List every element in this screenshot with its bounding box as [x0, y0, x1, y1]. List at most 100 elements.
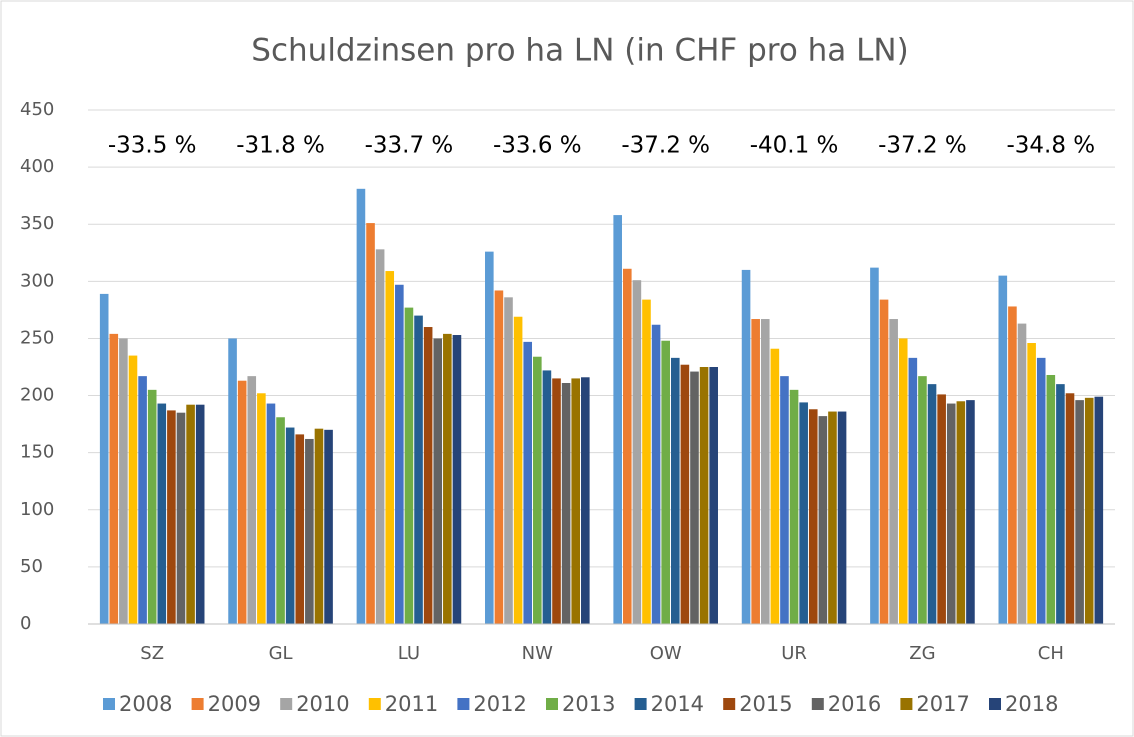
y-tick-label: 350: [20, 213, 54, 234]
bar: [818, 416, 828, 624]
bar: [542, 370, 552, 624]
bar: [879, 299, 889, 624]
bar: [1075, 400, 1084, 624]
bar: [99, 293, 109, 624]
bar: [927, 384, 937, 624]
legend-swatch: [989, 698, 1001, 710]
legend-label: 2015: [739, 692, 792, 716]
bar: [237, 380, 247, 624]
bar: [789, 389, 799, 624]
bar: [443, 333, 452, 624]
bar: [998, 275, 1008, 624]
bar: [485, 251, 494, 624]
legend-label: 2012: [473, 692, 526, 716]
bar: [613, 215, 622, 624]
bar: [956, 401, 966, 624]
legend-swatch: [900, 698, 913, 710]
legend-label: 2013: [562, 692, 615, 716]
bar: [1027, 343, 1036, 624]
legend-swatch: [546, 698, 558, 710]
bar: [908, 357, 918, 624]
y-tick-label: 0: [20, 613, 31, 634]
bar: [513, 316, 523, 624]
x-tick-label: ZG: [909, 643, 935, 664]
x-tick-label: OW: [650, 643, 682, 664]
y-tick-label: 250: [20, 327, 54, 348]
bar: [1017, 323, 1027, 624]
bar: [622, 268, 632, 624]
bar: [581, 377, 590, 624]
bar: [889, 319, 898, 624]
legend-swatch: [103, 698, 115, 710]
y-tick-label: 150: [20, 442, 54, 463]
annotation: -40.1 %: [750, 133, 839, 159]
legend-swatch: [634, 698, 647, 710]
bar: [1084, 397, 1094, 624]
bar: [395, 284, 404, 624]
annotation: -33.5 %: [108, 133, 197, 159]
bar: [690, 371, 699, 624]
bar: [414, 315, 423, 624]
bar: [632, 280, 642, 624]
legend-swatch: [280, 698, 293, 710]
annotation: -33.7 %: [365, 133, 454, 159]
bar: [247, 376, 257, 624]
bar: [946, 403, 956, 624]
bar: [138, 376, 147, 624]
legend-label: 2016: [828, 692, 881, 716]
bar: [276, 417, 285, 624]
bar: [828, 411, 837, 624]
bar: [128, 355, 138, 624]
legend-label: 2009: [208, 692, 261, 716]
bar: [770, 348, 780, 624]
bar: [918, 376, 927, 624]
bar: [1046, 374, 1056, 624]
bar: [375, 249, 385, 624]
bar: [661, 340, 670, 624]
bar: [670, 357, 680, 624]
annotation: -31.8 %: [236, 133, 325, 159]
legend-swatch: [368, 698, 381, 710]
bar: [1036, 357, 1046, 624]
bar: [314, 428, 324, 624]
legend-swatch: [811, 698, 824, 710]
legend-label: 2010: [296, 692, 349, 716]
bar: [452, 335, 462, 624]
bar: [119, 338, 128, 624]
y-tick-label: 400: [20, 156, 54, 177]
bar: [642, 299, 651, 624]
bar: [780, 376, 789, 624]
y-tick-label: 100: [20, 499, 54, 520]
bar: [1008, 306, 1017, 624]
bar: [494, 290, 504, 624]
bar: [257, 393, 266, 624]
annotation: -37.2 %: [621, 133, 710, 159]
x-tick-label: NW: [522, 643, 553, 664]
bar: [147, 389, 157, 624]
bar: [176, 412, 186, 624]
bar: [305, 438, 314, 624]
bar: [552, 378, 561, 624]
legend-label: 2017: [916, 692, 969, 716]
y-tick-label: 450: [20, 99, 54, 120]
bar: [699, 367, 709, 624]
bar: [504, 297, 513, 624]
legend-label: 2018: [1005, 692, 1058, 716]
bar: [228, 338, 237, 624]
legend-swatch: [723, 698, 736, 710]
legend-label: 2008: [119, 692, 172, 716]
bar: [295, 434, 305, 624]
bar: [898, 338, 908, 624]
bar: [324, 429, 333, 624]
bar: [937, 394, 946, 624]
bar: [533, 356, 542, 624]
bar: [651, 324, 661, 624]
bar: [404, 307, 414, 624]
bar: [799, 402, 808, 624]
bar: [1056, 384, 1065, 624]
annotation: -33.6 %: [493, 133, 582, 159]
bar: [266, 403, 276, 624]
y-tick-label: 50: [20, 556, 43, 577]
